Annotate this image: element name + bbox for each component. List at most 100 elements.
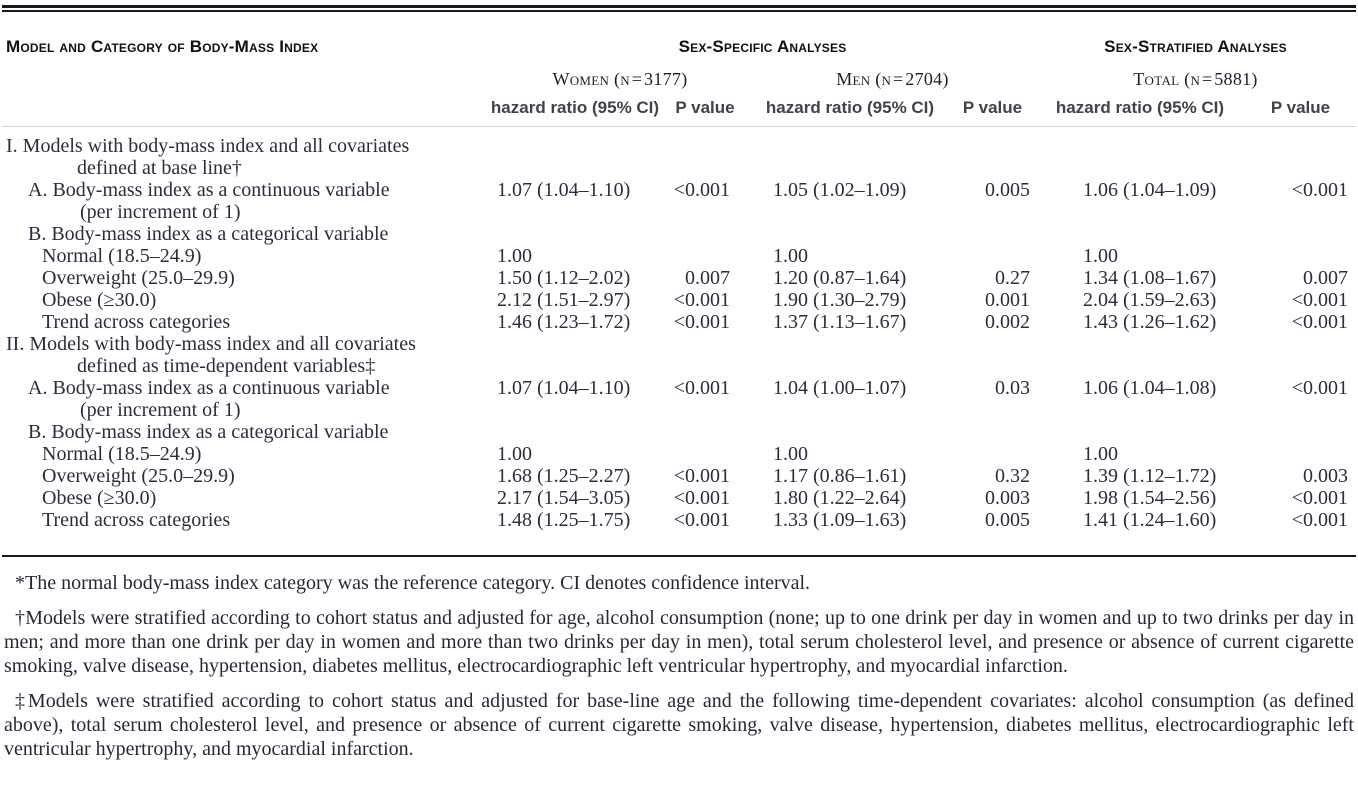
table-body: I. Models with body-mass index and all c… — [2, 135, 1356, 531]
hazard-ratio-cell: 1.00 — [1083, 245, 1118, 267]
subheader-women-n: Women (n = 3177) — [552, 69, 688, 89]
table-row: Trend across categories 1.46 (1.23–1.72)… — [2, 311, 1356, 333]
row-label: B. Body-mass index as a categorical vari… — [28, 223, 389, 245]
table-row: II. Models with body-mass index and all … — [2, 333, 1356, 377]
p-value-cell: <0.001 — [673, 509, 730, 531]
hazard-ratio-cell: 1.90 (1.30–2.79) — [773, 289, 907, 311]
p-value-cell: 0.001 — [985, 289, 1030, 311]
p-value-cell: <0.001 — [1291, 311, 1348, 333]
hazard-ratio-cell: 1.00 — [1083, 443, 1118, 465]
p-value-cell: <0.001 — [673, 377, 730, 399]
men-hazard-ratio-header: hazard ratio (95% CI) — [765, 98, 935, 117]
footnote-double-dagger-time-dependent-models: ‡Models were stratified according to coh… — [4, 690, 1354, 760]
table-row: Normal (18.5–24.9) 1.00 1.00 1.00 — [2, 443, 1356, 465]
hazard-ratio-cell: 1.04 (1.00–1.07) — [773, 377, 907, 399]
p-value-cell: 0.002 — [985, 311, 1030, 333]
row-label: II. Models with body-mass index and all … — [6, 333, 416, 377]
p-value-cell: <0.001 — [1291, 487, 1348, 509]
hazard-ratio-cell: 1.17 (0.86–1.61) — [773, 465, 907, 487]
table-row: I. Models with body-mass index and all c… — [2, 135, 1356, 179]
hazard-ratio-cell: 1.33 (1.09–1.63) — [773, 509, 907, 531]
table-row: Obese (≥30.0) 2.12 (1.51–2.97) <0.001 1.… — [2, 289, 1356, 311]
row-label: Obese (≥30.0) — [42, 487, 157, 509]
row-label: Normal (18.5–24.9) — [42, 245, 202, 267]
p-value-cell: <0.001 — [1291, 179, 1348, 201]
table-row: Overweight (25.0–29.9) 1.68 (1.25–2.27) … — [2, 465, 1356, 487]
p-value-cell: 0.005 — [985, 179, 1030, 201]
hazard-ratio-cell: 1.39 (1.12–1.72) — [1083, 465, 1217, 487]
footnote-reference-category: *The normal body-mass index category was… — [15, 572, 811, 594]
p-value-cell: 0.03 — [995, 377, 1030, 399]
table-row: Obese (≥30.0) 2.17 (1.54–3.05) <0.001 1.… — [2, 487, 1356, 509]
hazard-ratio-cell: 1.46 (1.23–1.72) — [497, 311, 631, 333]
hazard-ratio-cell: 1.00 — [773, 245, 808, 267]
p-value-cell: <0.001 — [673, 179, 730, 201]
p-value-cell: <0.001 — [673, 311, 730, 333]
hazard-ratio-cell: 1.41 (1.24–1.60) — [1083, 509, 1217, 531]
top-double-rule — [2, 5, 1356, 12]
group-header-sex-stratified: Sex-Stratified Analyses — [1104, 37, 1287, 56]
table-row: Normal (18.5–24.9) 1.00 1.00 1.00 — [2, 245, 1356, 267]
journal-table: Model and Category of Body-Mass Index Se… — [0, 5, 1358, 789]
men-p-value-header: P value — [962, 98, 1023, 117]
hazard-ratio-cell: 1.43 (1.26–1.62) — [1083, 311, 1217, 333]
hazard-ratio-cell: 1.06 (1.04–1.08) — [1083, 377, 1217, 399]
hazard-ratio-cell: 1.37 (1.13–1.67) — [773, 311, 907, 333]
hazard-ratio-cell: 1.98 (1.54–2.56) — [1083, 487, 1217, 509]
hazard-ratio-cell: 1.48 (1.25–1.75) — [497, 509, 631, 531]
hazard-ratio-cell: 1.00 — [497, 443, 532, 465]
table-row: Trend across categories 1.48 (1.25–1.75)… — [2, 509, 1356, 531]
p-value-cell: 0.32 — [995, 465, 1030, 487]
row-label: A. Body-mass index as a continuous varia… — [28, 179, 390, 223]
table-row: B. Body-mass index as a categorical vari… — [2, 421, 1356, 443]
p-value-cell: <0.001 — [1291, 289, 1348, 311]
hazard-ratio-cell: 2.17 (1.54–3.05) — [497, 487, 631, 509]
p-value-cell: 0.005 — [985, 509, 1030, 531]
header-row-cohorts: Women (n = 3177) Men (n = 2704) Total (n… — [2, 68, 1356, 90]
table-row: Overweight (25.0–29.9) 1.50 (1.12–2.02) … — [2, 267, 1356, 289]
hazard-ratio-cell: 1.05 (1.02–1.09) — [773, 179, 907, 201]
row-label: I. Models with body-mass index and all c… — [6, 135, 410, 179]
p-value-cell: <0.001 — [1291, 509, 1348, 531]
row-label: Overweight (25.0–29.9) — [42, 267, 235, 289]
p-value-cell: 0.007 — [1303, 267, 1348, 289]
table-row: A. Body-mass index as a continuous varia… — [2, 179, 1356, 223]
hazard-ratio-cell: 1.07 (1.04–1.10) — [497, 377, 631, 399]
p-value-cell: <0.001 — [673, 487, 730, 509]
total-hazard-ratio-header: hazard ratio (95% CI) — [1055, 98, 1225, 117]
footnote-dagger-baseline-models: †Models were stratified according to coh… — [4, 607, 1354, 677]
row-label: A. Body-mass index as a continuous varia… — [28, 377, 390, 421]
p-value-cell: 0.003 — [1303, 465, 1348, 487]
row-label: Trend across categories — [42, 311, 231, 333]
header-body-divider — [2, 126, 1356, 127]
hazard-ratio-cell: 1.50 (1.12–2.02) — [497, 267, 631, 289]
hazard-ratio-cell: 1.07 (1.04–1.10) — [497, 179, 631, 201]
table-row: B. Body-mass index as a categorical vari… — [2, 223, 1356, 245]
women-p-value-header: P value — [675, 98, 735, 117]
subheader-men-n: Men (n = 2704) — [836, 69, 949, 89]
row-label: Normal (18.5–24.9) — [42, 443, 202, 465]
hazard-ratio-cell: 2.12 (1.51–2.97) — [497, 289, 631, 311]
row-label: B. Body-mass index as a categorical vari… — [28, 421, 389, 443]
hazard-ratio-cell: 1.00 — [497, 245, 532, 267]
p-value-cell: 0.003 — [985, 487, 1030, 509]
p-value-cell: 0.007 — [685, 267, 730, 289]
p-value-cell: <0.001 — [673, 465, 730, 487]
hazard-ratio-cell: 1.68 (1.25–2.27) — [497, 465, 631, 487]
p-value-cell: <0.001 — [1291, 377, 1348, 399]
hazard-ratio-cell: 2.04 (1.59–2.63) — [1083, 289, 1217, 311]
footnotes: *The normal body-mass index category was… — [2, 571, 1356, 761]
subheader-total-n: Total (n = 5881) — [1133, 69, 1258, 89]
row-label: Obese (≥30.0) — [42, 289, 157, 311]
row-label: Overweight (25.0–29.9) — [42, 465, 235, 487]
hazard-ratio-cell: 1.00 — [773, 443, 808, 465]
hazard-ratio-cell: 1.06 (1.04–1.09) — [1083, 179, 1217, 201]
header-row-groups: Model and Category of Body-Mass Index Se… — [2, 36, 1356, 58]
column-header-model-category: Model and Category of Body-Mass Index — [6, 37, 319, 56]
body-footnote-divider — [2, 555, 1356, 557]
row-label: Trend across categories — [42, 509, 231, 531]
hazard-ratio-cell: 1.80 (1.22–2.64) — [773, 487, 907, 509]
group-header-sex-specific: Sex-Specific Analyses — [678, 37, 847, 56]
hazard-ratio-cell: 1.20 (0.87–1.64) — [773, 267, 907, 289]
header-row-measures: hazard ratio (95% CI) P value hazard rat… — [2, 98, 1356, 118]
